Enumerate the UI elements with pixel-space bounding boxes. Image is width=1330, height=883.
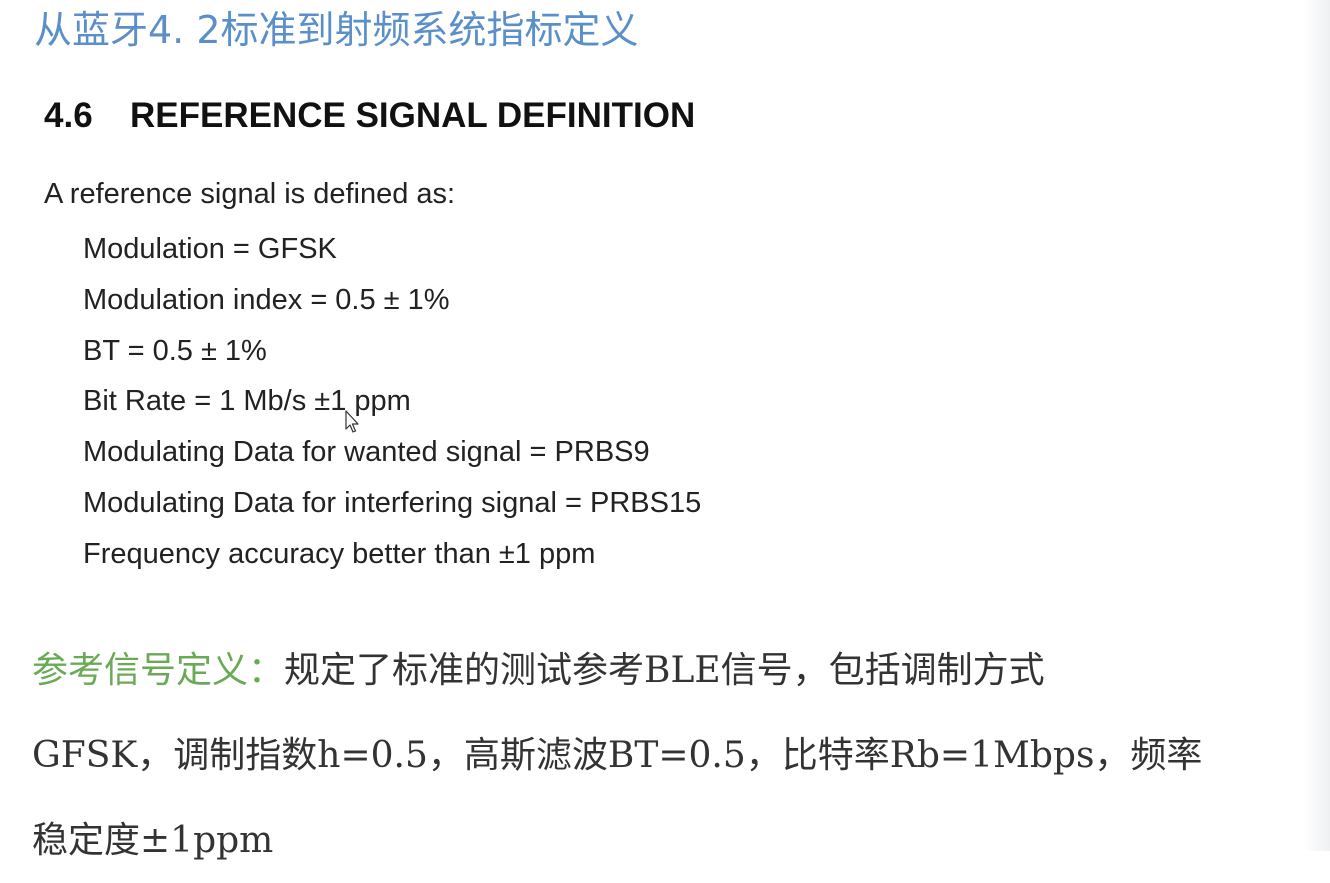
definition-list: Modulation = GFSK Modulation index = 0.5… <box>83 229 701 585</box>
definition-item-modulation: Modulation = GFSK <box>83 233 337 265</box>
slide-title: 从蓝牙4. 2标准到射频系统指标定义 <box>34 8 639 52</box>
section-number: 4.6 <box>44 96 93 135</box>
slide-edge-shadow <box>1304 0 1330 851</box>
chinese-note-line-2: GFSK，调制指数h=0.5，高斯滤波BT=0.5，比特率Rb=1Mbps，频率 <box>32 735 1203 776</box>
slide: 从蓝牙4. 2标准到射频系统指标定义 4.6 REFERENCE SIGNAL D… <box>32 0 1330 861</box>
chinese-note-label: 参考信号定义： <box>32 650 285 691</box>
section-heading: 4.6 REFERENCE SIGNAL DEFINITION <box>44 92 695 140</box>
definition-item-wanted-data: Modulating Data for wanted signal = PRBS… <box>83 436 650 469</box>
definition-item-bt: BT = 0.5 ± 1% <box>83 334 267 367</box>
intro-text: A reference signal is defined as: <box>44 178 456 210</box>
section-title: REFERENCE SIGNAL DEFINITION <box>130 96 696 135</box>
definition-item-modulation-index: Modulation index = 0.5 ± 1% <box>83 283 450 316</box>
definition-item-bit-rate: Bit Rate = 1 Mb/s ±1 ppm <box>83 385 411 418</box>
chinese-note-text-1: 规定了标准的测试参考BLE信号，包括调制方式 <box>284 650 1045 691</box>
chinese-note-line-1: 参考信号定义：规定了标准的测试参考BLE信号，包括调制方式 <box>32 628 1322 713</box>
chinese-note-line-3: 稳定度±1ppm <box>32 820 274 861</box>
chinese-note: 参考信号定义：规定了标准的测试参考BLE信号，包括调制方式 GFSK，调制指数h… <box>32 628 1322 883</box>
mouse-pointer-icon <box>345 410 359 433</box>
definition-item-interfering-data: Modulating Data for interfering signal =… <box>83 486 702 519</box>
definition-item-frequency-accuracy: Frequency accuracy better than ±1 ppm <box>83 537 596 570</box>
